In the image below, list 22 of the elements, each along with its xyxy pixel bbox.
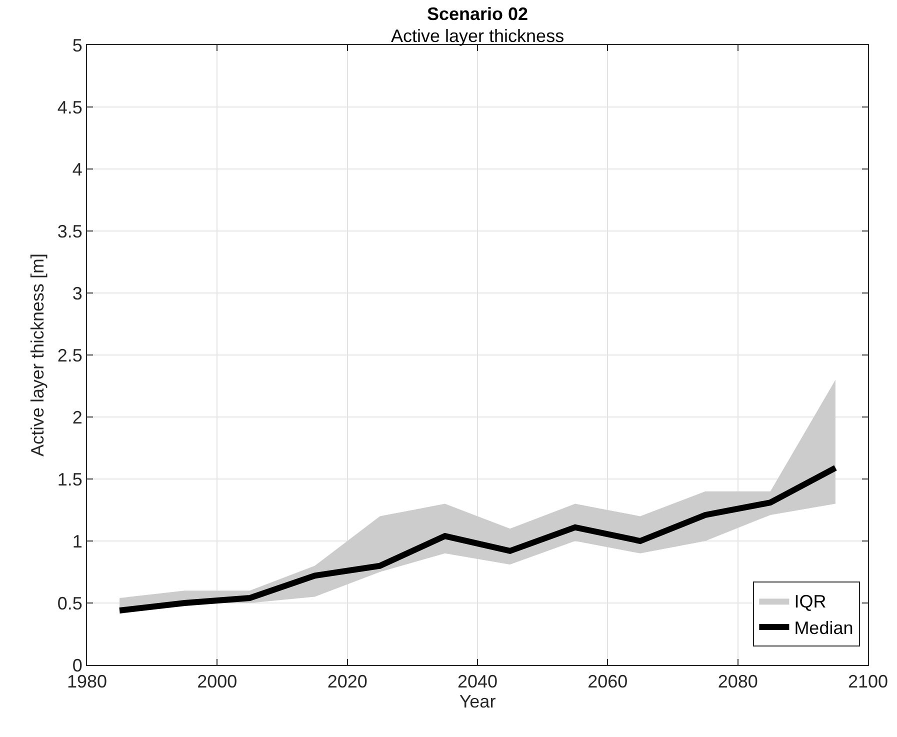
y-tick-label: 4: [72, 159, 82, 180]
y-axis-title: Active layer thickness [m]: [28, 253, 48, 457]
y-tick-label: 2.5: [57, 345, 82, 366]
y-tick-label: 5: [72, 35, 82, 56]
y-tick-label: 0.5: [57, 593, 82, 614]
y-tick-label: 3.5: [57, 221, 82, 242]
x-tick-label: 2020: [327, 672, 368, 692]
chart-subtitle: Active layer thickness: [391, 26, 564, 46]
y-tick-label: 1: [72, 531, 82, 552]
x-tick-label: 2060: [588, 672, 628, 692]
x-tick-label: 2100: [848, 672, 888, 692]
chart-title: Scenario 02: [427, 4, 528, 24]
x-axis-title: Year: [459, 692, 496, 712]
x-tick-label: 2040: [457, 672, 498, 692]
y-tick-label: 3: [72, 283, 82, 304]
y-tick-label: 4.5: [57, 97, 82, 118]
x-tick-label: 2000: [197, 672, 238, 692]
y-tick-label: 1.5: [57, 469, 82, 490]
legend-label: Median: [794, 618, 854, 638]
x-tick-label: 2080: [718, 672, 758, 692]
y-tick-label: 2: [72, 407, 82, 428]
legend-label: IQR: [794, 592, 826, 612]
